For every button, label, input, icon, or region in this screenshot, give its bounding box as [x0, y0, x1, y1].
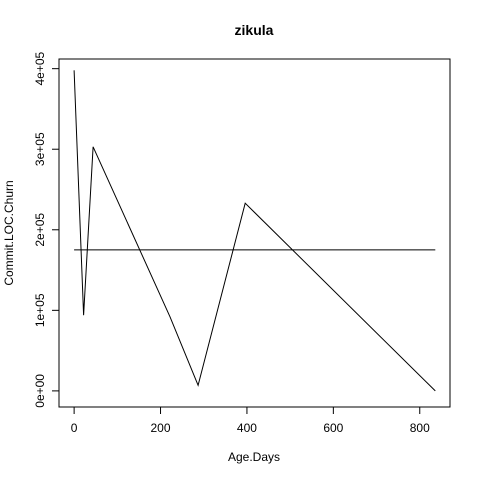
x-tick-label: 800 — [410, 421, 430, 435]
churn-series-line — [73, 70, 436, 392]
x-tick-label: 0 — [71, 421, 78, 435]
x-axis: 0 200 400 600 800 — [71, 406, 430, 435]
x-tick-label: 600 — [323, 421, 343, 435]
chart-title: zikula — [235, 22, 274, 38]
y-axis-label: Commit.LOC.Churn — [2, 180, 16, 285]
y-axis: 0e+00 1e+05 2e+05 3e+05 4e+05 — [33, 51, 60, 408]
series-group — [73, 70, 436, 392]
y-tick-label: 3e+05 — [33, 132, 47, 166]
y-tick-label: 0e+00 — [33, 374, 47, 408]
x-axis-label: Age.Days — [228, 450, 280, 464]
x-tick-label: 200 — [151, 421, 171, 435]
plot-frame — [58, 58, 451, 408]
y-tick-label: 1e+05 — [33, 293, 47, 327]
x-tick-label: 400 — [237, 421, 257, 435]
y-tick-label: 4e+05 — [33, 51, 47, 85]
y-tick-label: 2e+05 — [33, 213, 47, 247]
